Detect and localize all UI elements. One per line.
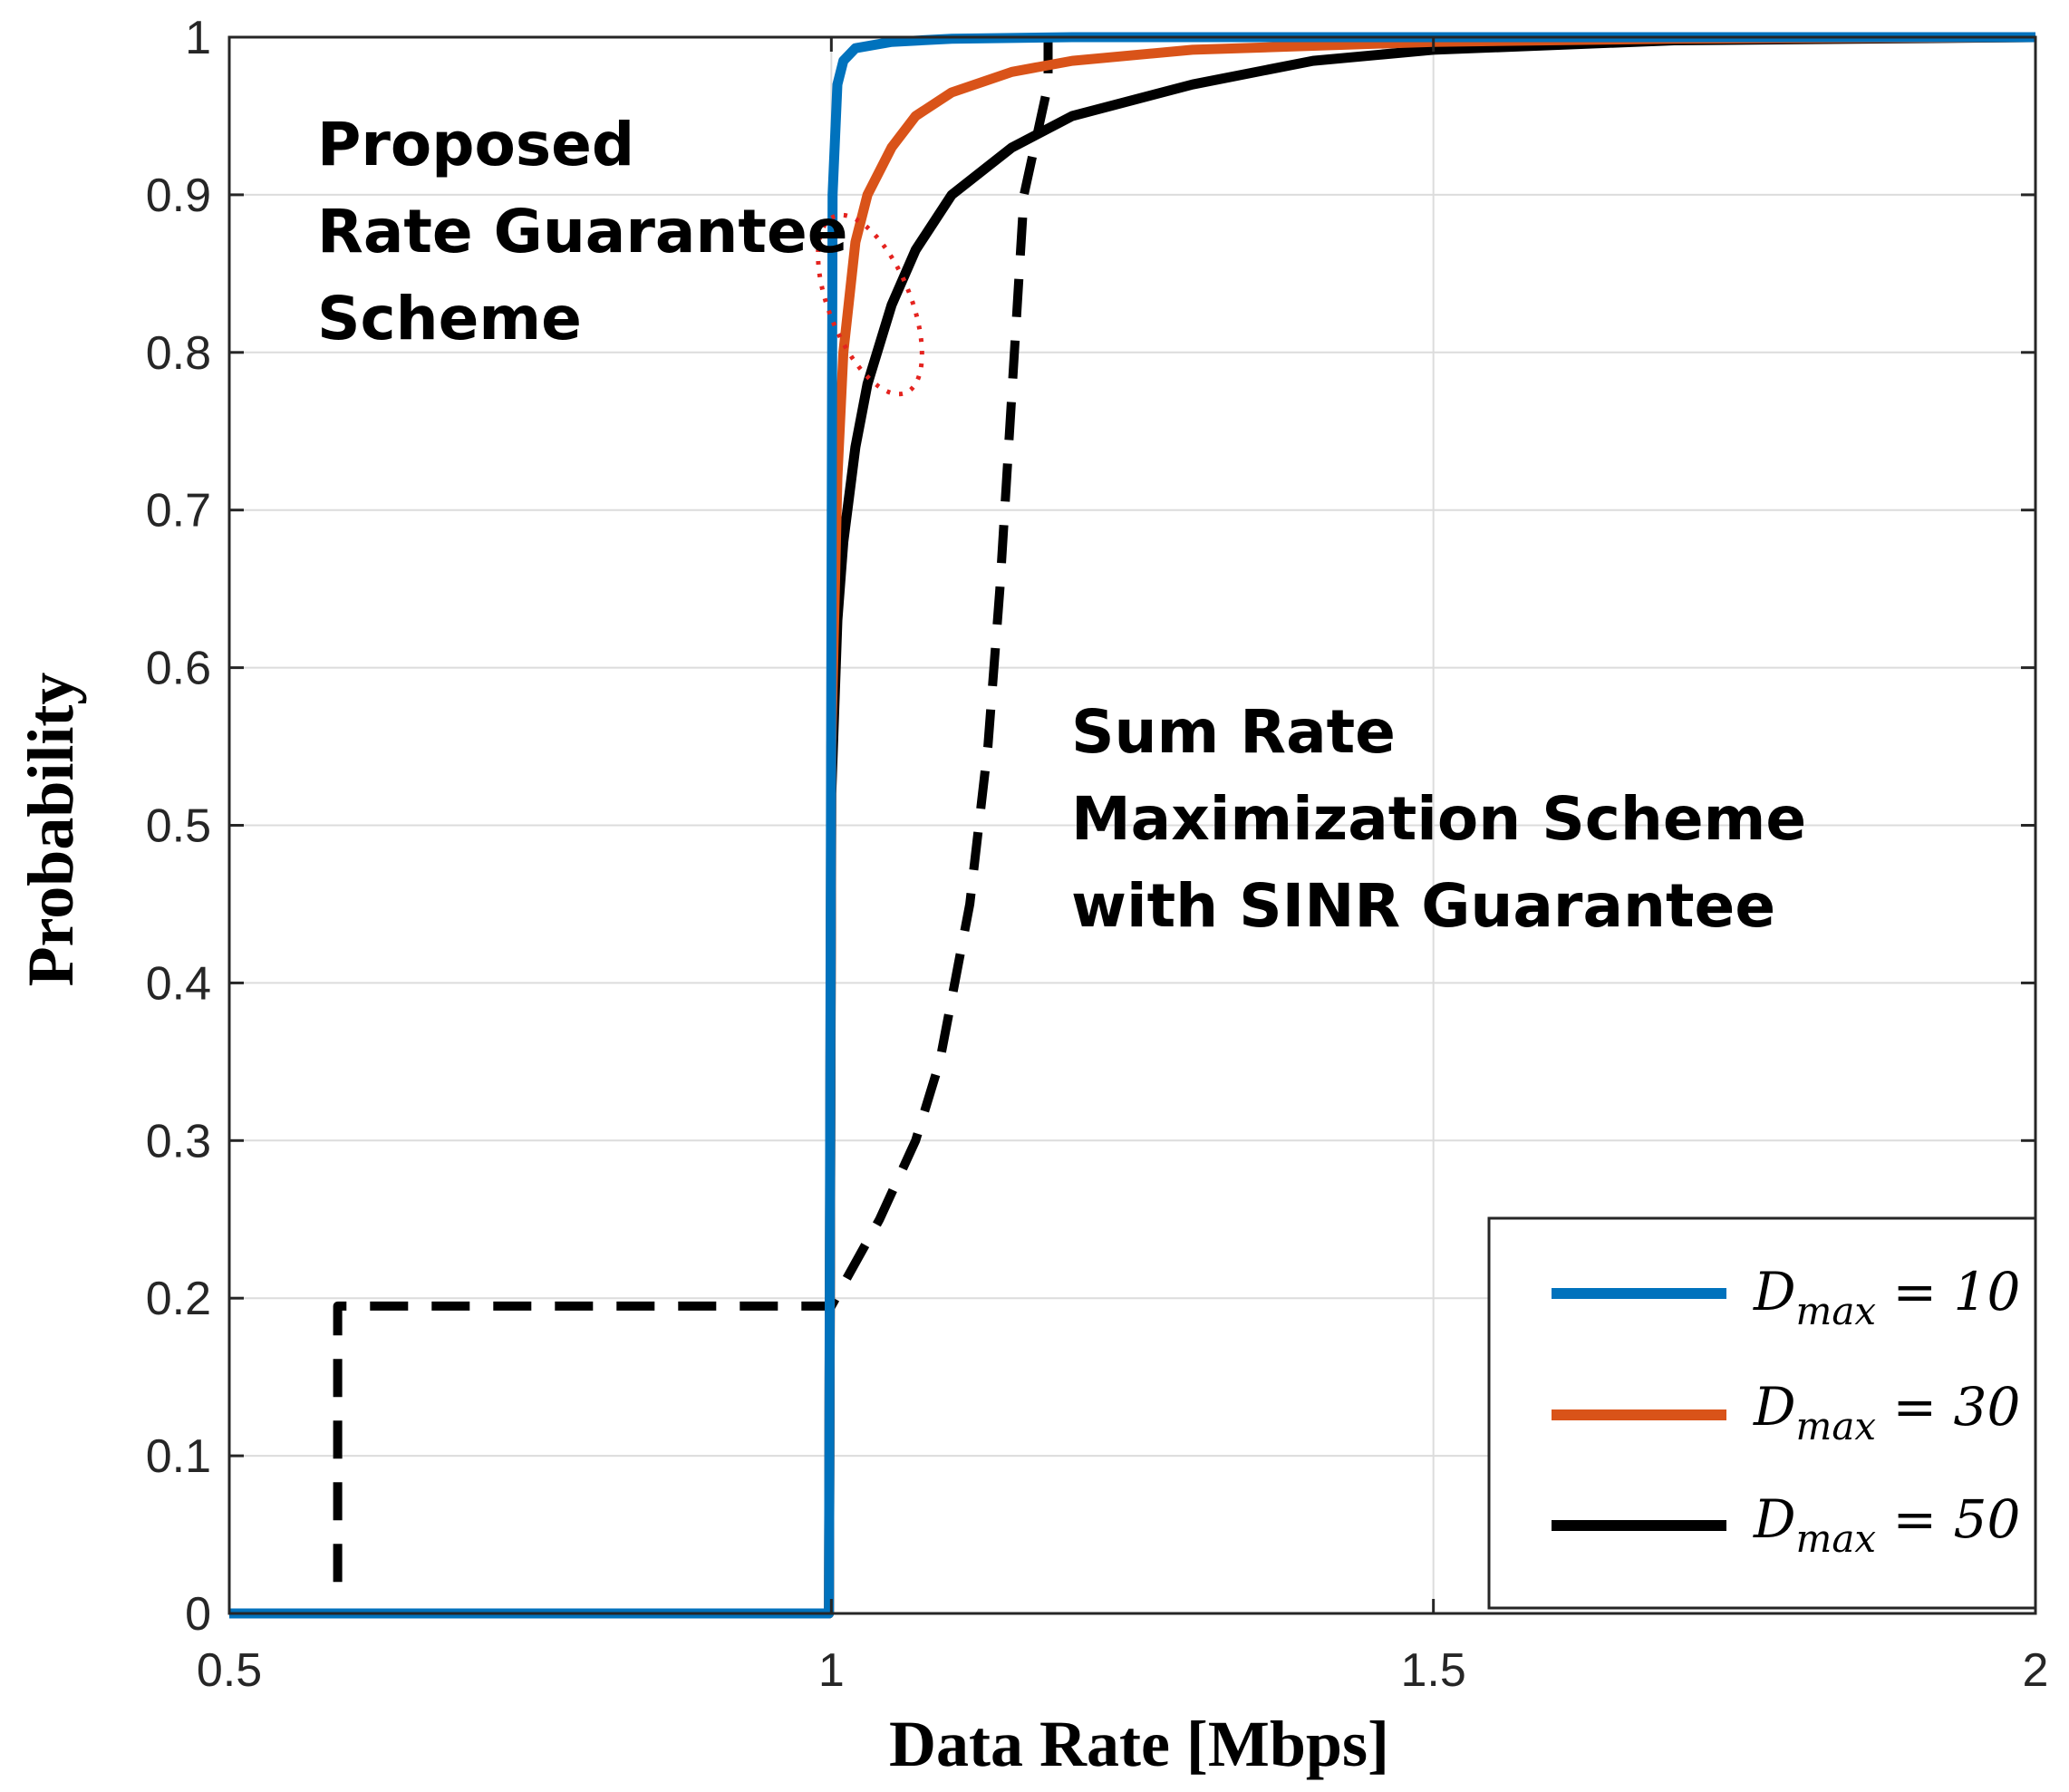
- legend-entry-1: Dmax = 30: [1552, 1376, 2020, 1448]
- annotation-proposed: Proposed Rate Guarantee Scheme: [317, 110, 848, 354]
- legend-entry-0: Dmax = 10: [1552, 1261, 2020, 1333]
- x-tick-label: 2: [2023, 1644, 2049, 1697]
- annotation-sum-rate-line-3: with SINR Guarantee: [1071, 871, 1775, 941]
- annotation-proposed-line-2: Rate Guarantee: [317, 197, 848, 266]
- y-tick-label: 0.7: [146, 485, 211, 538]
- axis-ticks: 0.5 1 1.5 2 0 0.1 0.2 0.3 0.4 0.5 0.6 0.7 0.8 0.9 1: [146, 12, 2049, 1697]
- series-line-3: [333, 33, 2035, 1583]
- y-tick-label: 0.2: [146, 1273, 211, 1325]
- x-tick-label: 1: [818, 1644, 845, 1697]
- legend-entry-2: Dmax = 50: [1552, 1488, 2020, 1561]
- y-axis-label: Probability: [15, 673, 87, 987]
- y-tick-label: 0.8: [146, 327, 211, 380]
- legend: Dmax = 10 Dmax = 30 Dmax = 50: [1487, 1216, 2037, 1610]
- legend-label-2: Dmax = 50: [1753, 1488, 2020, 1561]
- annotation-sum-rate-line-2: Maximization Scheme: [1071, 784, 1806, 854]
- y-tick-label: 0: [185, 1588, 211, 1641]
- y-tick-label: 0.3: [146, 1115, 211, 1167]
- legend-label-1: Dmax = 30: [1753, 1376, 2020, 1448]
- annotation-proposed-line-3: Scheme: [317, 284, 582, 354]
- x-axis-label: Data Rate [Mbps]: [889, 1708, 1389, 1780]
- y-tick-label: 0.5: [146, 800, 211, 853]
- y-tick-label: 1: [185, 12, 211, 64]
- y-tick-label: 0.1: [146, 1430, 211, 1483]
- y-tick-label: 0.6: [146, 643, 211, 695]
- highlight-ellipse: [816, 212, 924, 397]
- x-tick-label: 0.5: [197, 1644, 262, 1697]
- y-tick-label: 0.9: [146, 170, 211, 222]
- annotation-sum-rate-line-1: Sum Rate: [1071, 697, 1396, 767]
- x-tick-label: 1.5: [1401, 1644, 1466, 1697]
- y-tick-label: 0.4: [146, 957, 211, 1010]
- legend-label-0: Dmax = 10: [1753, 1261, 2020, 1333]
- annotation-sum-rate: Sum Rate Maximization Scheme with SINR G…: [1071, 697, 1806, 941]
- annotation-proposed-line-1: Proposed: [317, 110, 634, 179]
